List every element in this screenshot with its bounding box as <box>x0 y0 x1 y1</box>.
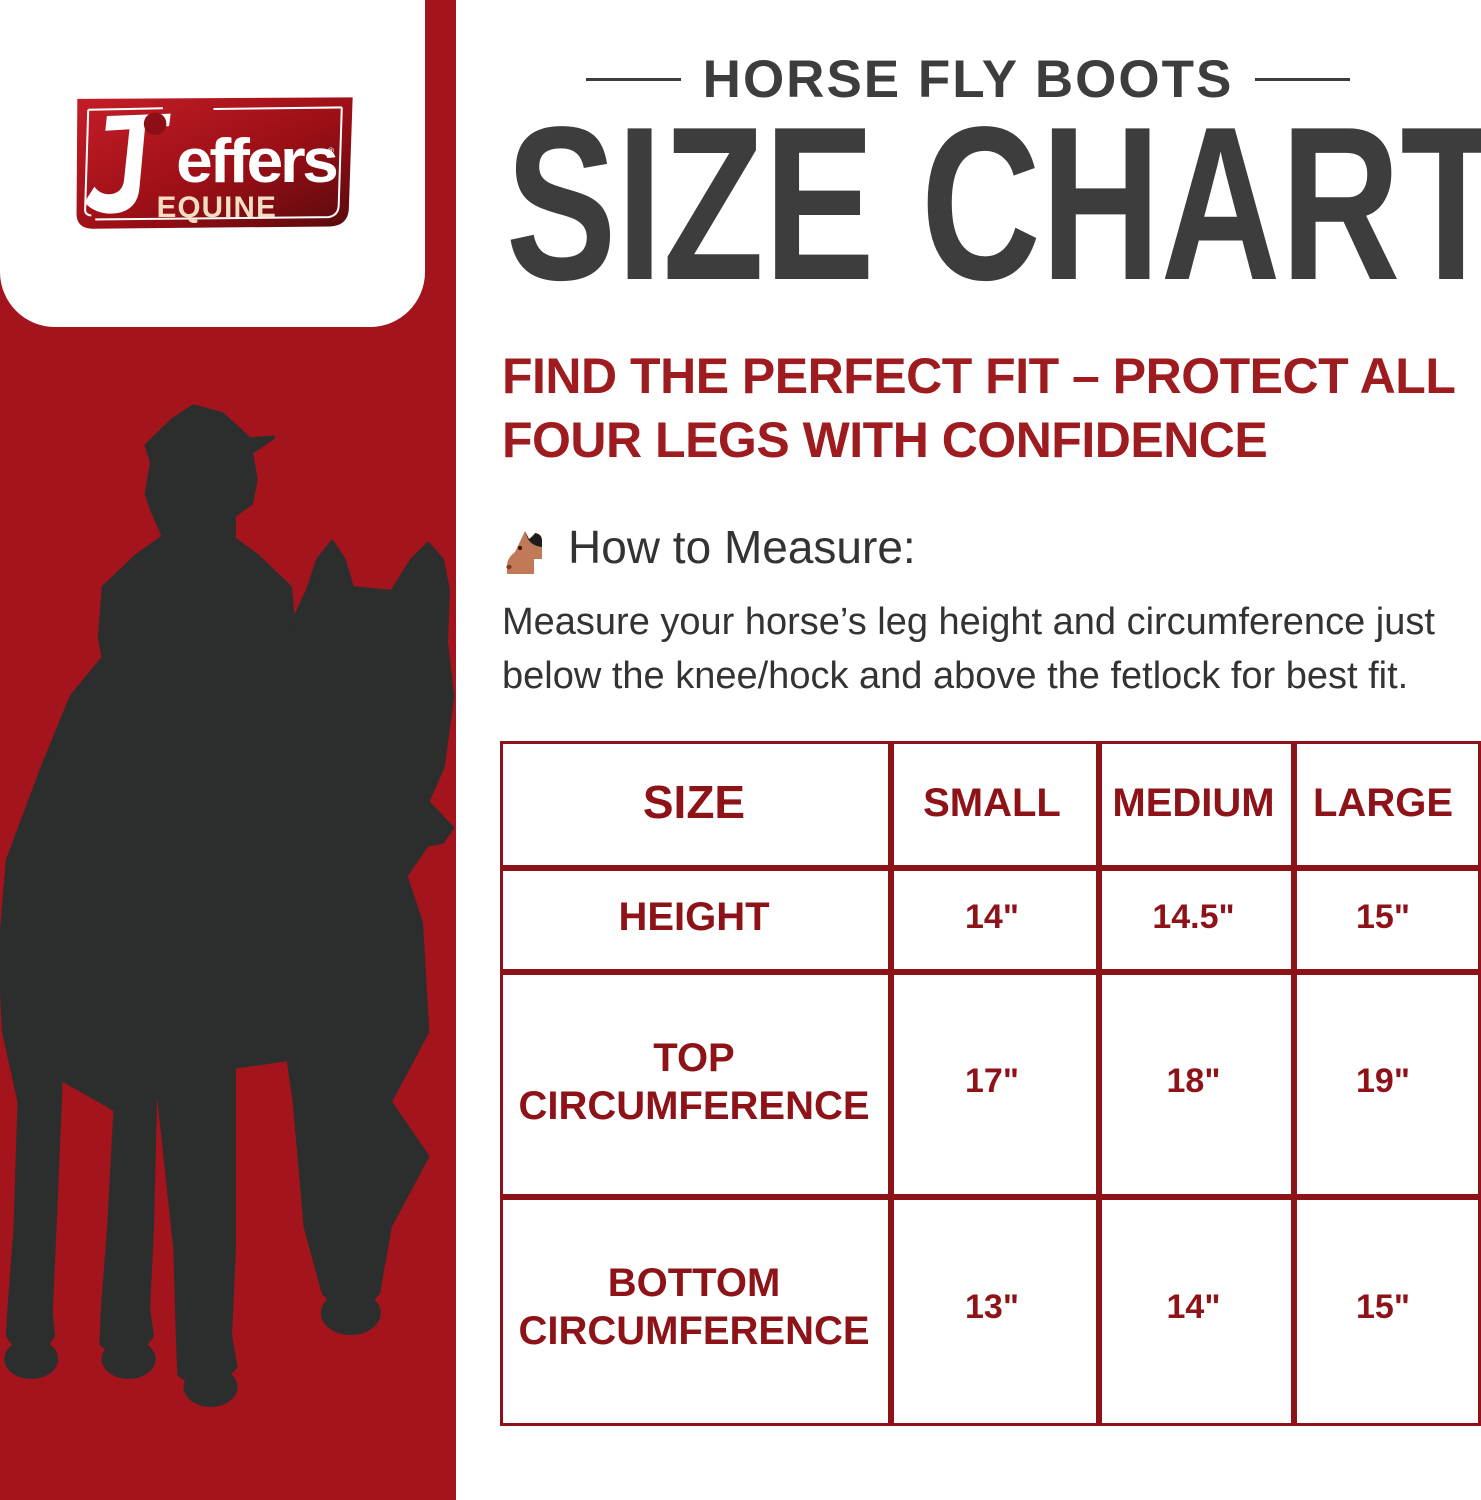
svg-text:EQUINE: EQUINE <box>157 191 277 224</box>
svg-text:effers: effers <box>176 127 337 196</box>
svg-text:®: ® <box>328 145 335 155</box>
